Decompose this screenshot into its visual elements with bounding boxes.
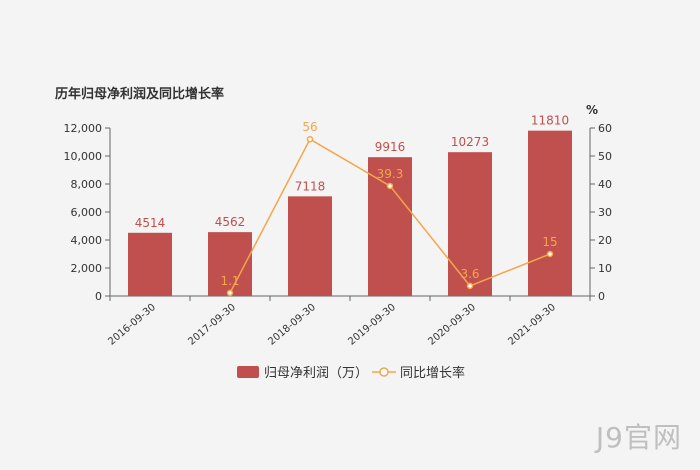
bar-data-label: 7118 [295,179,326,193]
legend-line-marker [379,367,389,377]
legend-line-label[interactable]: 同比增长率 [400,365,465,381]
bar-data-label: 4562 [215,215,246,229]
chart-title: 历年归母净利润及同比增长率 [55,86,224,102]
right-axis-label: % [586,103,598,117]
line-data-label: 15 [542,235,557,249]
y-right-tick-label: 60 [598,122,612,135]
line-point [226,289,234,297]
y-right-tick-label: 10 [598,262,612,275]
line-series: 1.1 56 39.3 3.6 15 [220,120,558,297]
x-tick-label: 2021-09-30 [506,302,558,348]
y-left-tick-label: 8,000 [71,178,103,191]
bar [368,157,412,296]
y-right-tick-label: 40 [598,178,612,191]
bar [288,196,332,296]
line-point [466,282,474,290]
bar-data-label: 10273 [451,135,489,149]
watermark: J9官网 [595,421,682,454]
line-point [546,250,554,258]
line-data-label: 56 [302,120,317,134]
x-tick-label: 2018-09-30 [266,302,318,348]
y-right-tick-label: 30 [598,206,612,219]
y-right-tick-label: 20 [598,234,612,247]
bar-data-label: 11810 [531,114,569,128]
y-left-tick-label: 2,000 [71,262,103,275]
y-left-tick-label: 6,000 [71,206,103,219]
y-right-tick-label: 50 [598,150,612,163]
axes: 0 2,000 4,000 6,000 8,000 10,000 12,000 0 10 20 30… [64,122,613,303]
bars-series: 4514 4562 7118 9916 10273 11810 [128,114,572,296]
legend[interactable]: 归母净利润（万） 同比增长率 [237,365,465,381]
line-data-label: 39.3 [377,167,404,181]
y-left-tick-label: 4,000 [71,234,103,247]
line-data-label: 3.6 [460,267,479,281]
bar [448,152,492,296]
y-left-tick-label: 10,000 [64,150,103,163]
legend-bar-label[interactable]: 归母净利润（万） [264,366,368,381]
y-left-tick-label: 12,000 [64,122,103,135]
bar [528,130,572,296]
x-tick-label: 2016-09-30 [106,302,158,348]
line-point [306,135,314,143]
x-tick-label: 2019-09-30 [346,302,398,348]
line-point [386,182,394,190]
line-data-label: 1.1 [220,274,239,288]
x-tick-labels: 2016-09-30 2017-09-30 2018-09-30 2019-09-30… [106,302,558,348]
bar [128,232,172,296]
x-tick-label: 2020-09-30 [426,302,478,348]
x-tick-label: 2017-09-30 [186,302,238,348]
bar-data-label: 4514 [135,216,166,230]
y-right-tick-label: 0 [598,290,605,303]
bar-data-label: 9916 [375,140,406,154]
legend-bar-swatch [237,366,259,378]
y-left-tick-label: 0 [95,290,102,303]
